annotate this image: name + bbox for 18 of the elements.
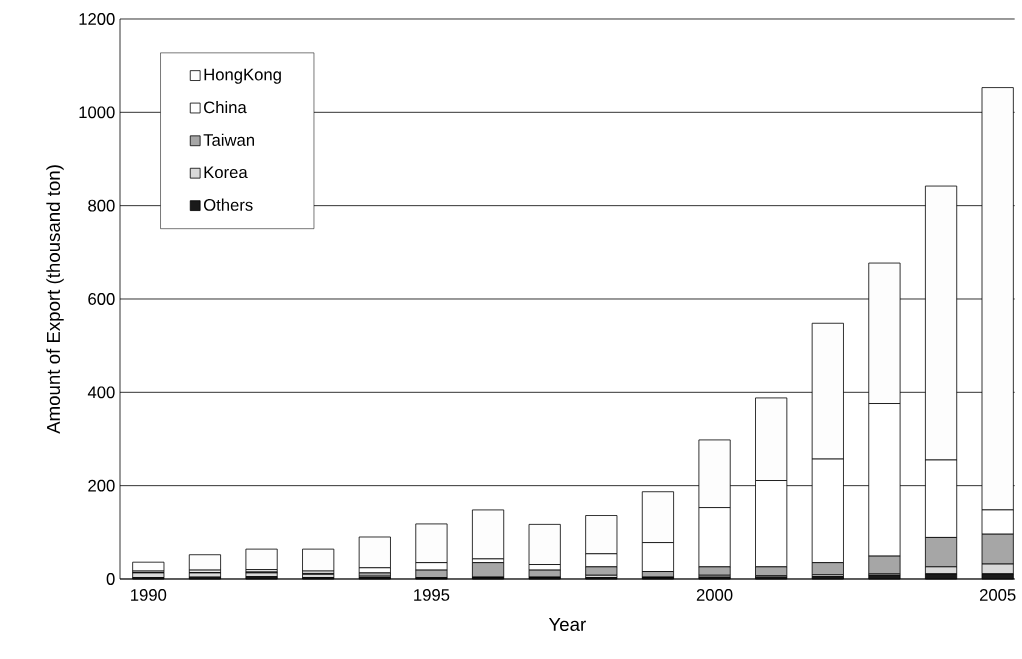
y-tick-label: 1000	[79, 106, 115, 119]
x-axis-title: Year	[548, 617, 586, 632]
x-tick-label: 1995	[414, 589, 450, 601]
legend-label: HongKong	[204, 68, 281, 84]
x-tick-label: 1990	[131, 589, 167, 601]
legend-label: Korea	[204, 166, 248, 179]
legend-label: Others	[203, 198, 253, 211]
x-tick-label: 2005	[979, 589, 1016, 601]
y-tick-label: 600	[88, 293, 115, 305]
legend-label: China	[204, 100, 247, 114]
x-tick-label: 2000	[696, 589, 733, 601]
y-axis-title: Amount of Export (thousand ton)	[46, 165, 64, 434]
y-tick-label: 400	[87, 386, 115, 399]
y-tick-label: 200	[88, 479, 115, 492]
y-tick-label: 800	[88, 199, 115, 212]
legend-label: Taiwan	[203, 133, 254, 146]
y-tick-label: 1200	[79, 13, 115, 25]
y-tick-label: 0	[106, 573, 115, 585]
